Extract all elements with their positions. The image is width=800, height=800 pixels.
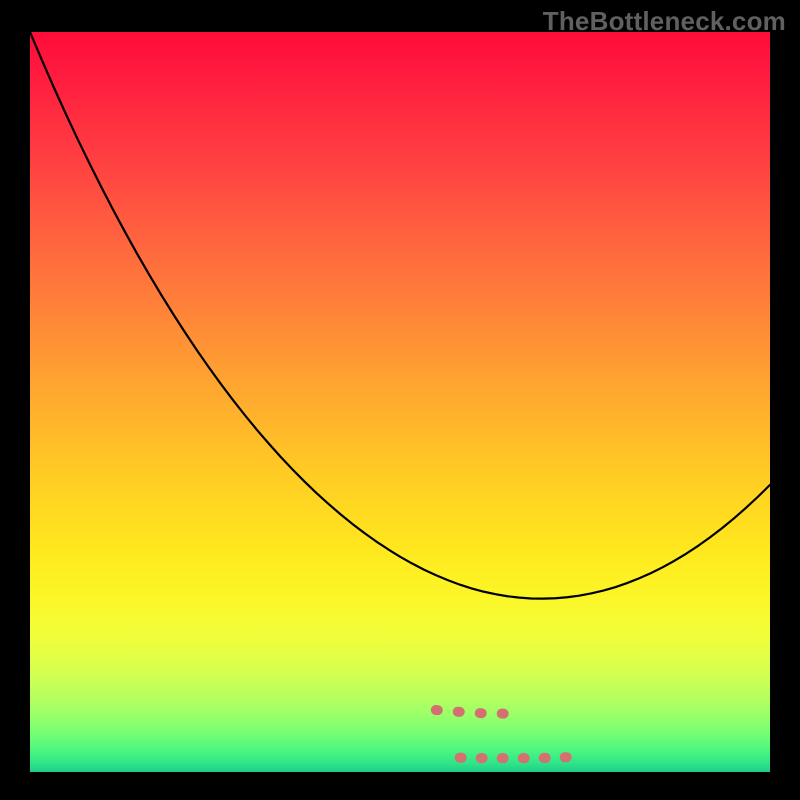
gradient-background <box>30 32 770 772</box>
plot-area <box>30 32 770 772</box>
chart-frame: TheBottleneck.com <box>0 0 800 800</box>
flat-region-marker-bottom <box>460 756 579 758</box>
chart-svg <box>30 32 770 772</box>
